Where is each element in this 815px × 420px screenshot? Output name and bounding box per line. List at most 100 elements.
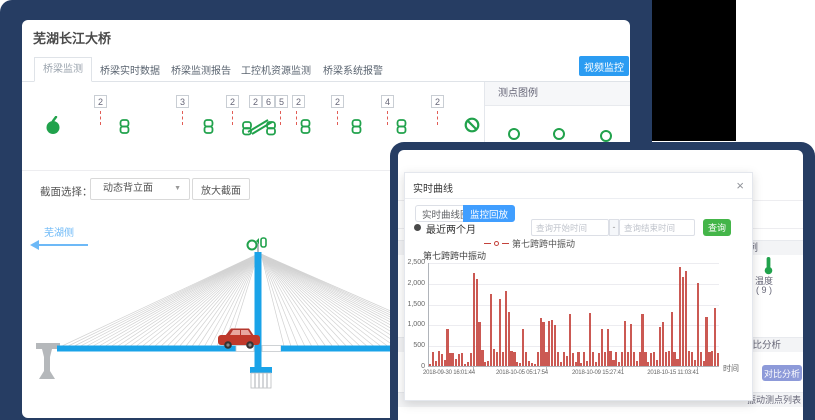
joint-sensor-cluster-icon[interactable] — [242, 114, 278, 138]
chart-bar — [618, 362, 621, 366]
y-tick-label: 500 — [413, 342, 425, 349]
chain-link-sensor-icon[interactable] — [351, 119, 362, 134]
chart-bar — [472, 273, 475, 366]
chart-bar — [551, 320, 554, 366]
video-monitor-button[interactable]: 视频监控 — [579, 56, 629, 76]
section-select-dropdown[interactable]: 动态背立面 ▼ — [90, 178, 190, 200]
chart-bar — [644, 352, 647, 366]
query-end-time-input[interactable] — [619, 219, 695, 236]
chart-bar — [440, 353, 443, 366]
weight-sensor-icon[interactable] — [45, 116, 62, 135]
chart-bar — [446, 329, 449, 366]
chart-bar — [638, 351, 641, 366]
chart-bar — [708, 352, 711, 366]
disabled-sensor-icon[interactable] — [464, 117, 481, 134]
legend-sensor-icon — [508, 128, 520, 140]
car-illustration — [218, 328, 260, 349]
deck-joint-left — [235, 345, 255, 352]
chart-bar — [484, 361, 487, 366]
sensor-dash — [280, 111, 281, 125]
legend-sensor-icon — [553, 128, 565, 140]
compare-analysis-button[interactable]: 对比分析 — [762, 365, 802, 381]
chart-bar — [533, 363, 536, 366]
sensor-count-badge: 2 — [226, 95, 239, 108]
tab-ipc-resource[interactable]: 工控机资源监测 — [241, 66, 311, 77]
chart-plot-area[interactable] — [428, 263, 720, 370]
date-range-separator: - — [609, 219, 619, 236]
chart-bar — [673, 351, 676, 366]
recent-two-months-radio[interactable] — [414, 224, 421, 231]
y-tick-label: 2,000 — [407, 280, 425, 287]
y-tick-label: 1,000 — [407, 321, 425, 328]
chart-bar — [705, 316, 708, 366]
chart-bar — [589, 313, 592, 366]
chart-bar — [539, 317, 542, 366]
chart-bar — [562, 352, 566, 366]
chart-bar — [554, 324, 557, 366]
chart-bar — [516, 362, 519, 366]
chart-bar — [586, 360, 589, 366]
chart-bar — [702, 361, 705, 366]
gridline — [429, 346, 719, 348]
chart-bar — [687, 351, 691, 366]
chart-title: 第七跨跨中振动 — [423, 251, 487, 261]
enlarge-section-button[interactable]: 放大截面 — [192, 178, 250, 200]
chart-bar — [513, 352, 516, 366]
tab-realtime-data[interactable]: 桥梁实时数据 — [100, 66, 160, 77]
tab-realtime-curve[interactable]: 实时曲线图 — [415, 205, 477, 222]
tab-system-alarm[interactable]: 桥梁系统报警 — [323, 66, 383, 77]
x-tick — [546, 366, 547, 370]
x-tick — [697, 366, 698, 370]
legend-marker-icon — [494, 241, 499, 246]
chart-bar — [469, 352, 472, 366]
legend-line-segment — [502, 242, 509, 245]
chart-bar — [685, 270, 688, 366]
chart-legend[interactable]: 第七跨跨中振动 — [484, 237, 575, 250]
chart-bar — [501, 351, 504, 366]
chart-bar — [670, 312, 673, 366]
query-button[interactable]: 查询 — [703, 219, 731, 236]
chart-bar — [571, 352, 574, 366]
chart-bar — [600, 329, 603, 366]
chart-bar — [498, 298, 501, 366]
chart-bar — [449, 352, 452, 366]
chart-bar — [621, 351, 624, 366]
chart-bar — [504, 290, 507, 366]
tab-monitor-playback[interactable]: 监控回放 — [463, 205, 516, 222]
chain-link-sensor-icon[interactable] — [203, 119, 214, 134]
tab-bar: 桥梁监测 桥梁实时数据 桥梁监测报告 工控机资源监测 桥梁系统报警 — [22, 57, 630, 82]
chart-bar — [542, 321, 545, 366]
chart-bar — [594, 361, 598, 366]
chart-bar — [559, 362, 563, 366]
close-icon[interactable]: × — [736, 178, 744, 193]
bridge-deck-right — [281, 345, 480, 352]
thermometer-icon[interactable] — [762, 256, 775, 275]
sensor-count-badge: 5 — [275, 95, 288, 108]
chart-bar — [507, 311, 510, 366]
chart-bar — [495, 352, 499, 366]
gridline — [429, 304, 719, 306]
chart-bar — [629, 324, 632, 366]
chart-bar — [696, 282, 699, 366]
chain-link-sensor-icon[interactable] — [119, 119, 130, 134]
chart-bar — [641, 314, 644, 366]
sensor-count-badge: 2 — [94, 95, 107, 108]
query-start-time-input[interactable] — [531, 219, 609, 236]
chain-link-sensor-icon[interactable] — [300, 119, 311, 134]
chart-bar — [461, 352, 464, 366]
chart-bar — [519, 363, 522, 366]
chart-bar — [487, 360, 490, 366]
tab-bridge-monitor[interactable]: 桥梁监测 — [34, 57, 92, 82]
sensor-count-badge: 3 — [176, 95, 189, 108]
chart-bar — [490, 293, 493, 366]
bridge-deck-left — [57, 345, 236, 352]
direction-arrow-head — [30, 240, 39, 250]
bridge-pylon — [254, 252, 262, 373]
chart-bar — [664, 352, 667, 366]
tab-monitor-report[interactable]: 桥梁监测报告 — [171, 66, 231, 77]
chart-bar — [690, 352, 694, 366]
chart-bar — [568, 314, 571, 366]
chart-bar — [510, 351, 513, 366]
chain-link-sensor-icon[interactable] — [396, 119, 407, 134]
